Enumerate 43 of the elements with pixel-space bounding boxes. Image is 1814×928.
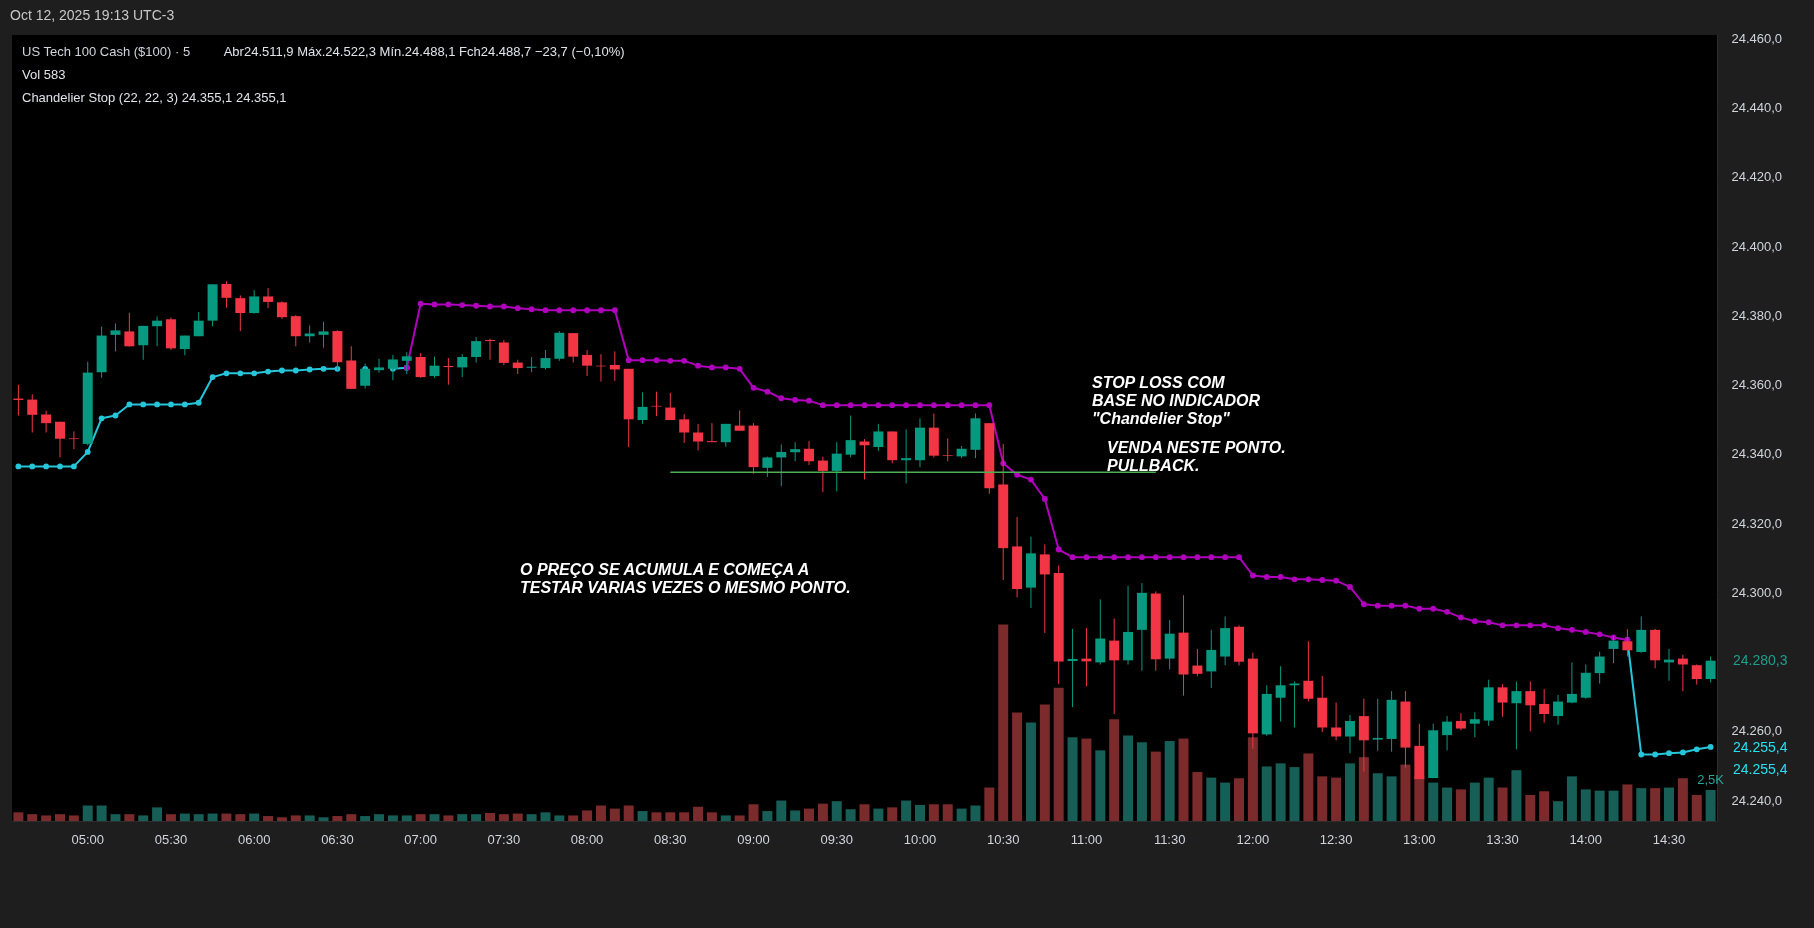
y-tick-label: 24.320,0 <box>1731 515 1783 531</box>
annotation: Chandelier Stop (22, 22, 3) 24.355,1 24.355,1 <box>22 90 287 105</box>
x-tick-label: 07:00 <box>404 831 437 847</box>
annotation: O PREÇO SE ACUMULA E COMEÇA A TESTAR VARIAS VEZES O MESMO PONTO. <box>520 561 851 596</box>
y-tick-label: 24.420,0 <box>1731 169 1783 185</box>
y-tick-label: 24.380,0 <box>1731 307 1783 323</box>
x-tick-label: 10:30 <box>986 831 1020 847</box>
annotation: Abr24.511,9 Máx.24.522,3 Mín.24.488,1 Fch24.488,7 −23,7 (−0,10%) <box>223 44 625 59</box>
x-tick-label: 11:00 <box>1070 831 1103 847</box>
y-tick-label: 24.300,0 <box>1731 584 1783 600</box>
data-label: 2,5K <box>1697 772 1725 788</box>
y-tick-label: 24.260,0 <box>1731 723 1783 739</box>
annotation: VENDA NESTE PONTO. PULLBACK. <box>1107 439 1286 474</box>
x-tick-label: 07:30 <box>487 831 521 847</box>
y-tick-label: 24.440,0 <box>1731 100 1783 116</box>
x-tick-label: 05:30 <box>154 831 188 847</box>
x-tick-label: 09:00 <box>737 831 770 847</box>
text: 24.255,4 <box>1733 739 1788 755</box>
annotation: Vol 583 <box>22 67 66 82</box>
y-tick-label: 24.400,0 <box>1731 238 1783 254</box>
x-tick-label: 12:00 <box>1236 831 1270 847</box>
text: US Tech 100 Cash ($100) · 5 <box>22 44 191 59</box>
x-tick-label: 08:00 <box>570 831 604 847</box>
x-tick-label: 10:00 <box>903 831 937 847</box>
x-tick-label: 14:30 <box>1652 831 1686 847</box>
x-tick-label: 12:30 <box>1319 831 1353 847</box>
x-tick-label: 13:30 <box>1486 831 1519 847</box>
x-tick-label: 05:00 <box>71 831 105 847</box>
y-tick-label: 24.340,0 <box>1731 446 1783 462</box>
annotation: STOP LOSS COM BASE NO INDICADOR "Chandelier Stop" <box>1092 374 1261 427</box>
x-tick-label: 13:00 <box>1403 831 1436 847</box>
x-tick-label: 14:00 <box>1569 831 1603 847</box>
x-tick-label: 08:30 <box>654 831 687 847</box>
y-tick-label: 24.460,0 <box>1731 30 1783 46</box>
text: 24.255,4 <box>1733 761 1788 777</box>
chart-subtitle: Oct 12, 2025 19:13 UTC-3 <box>10 7 175 23</box>
x-tick-label: 06:30 <box>321 831 354 847</box>
y-tick-label: 24.360,0 <box>1731 377 1783 393</box>
text: 24.280,3 <box>1733 652 1788 668</box>
x-tick-label: 09:30 <box>820 831 854 847</box>
x-tick-label: 06:00 <box>237 831 271 847</box>
x-tick-label: 11:30 <box>1153 831 1186 847</box>
y-tick-label: 24.240,0 <box>1731 792 1783 808</box>
